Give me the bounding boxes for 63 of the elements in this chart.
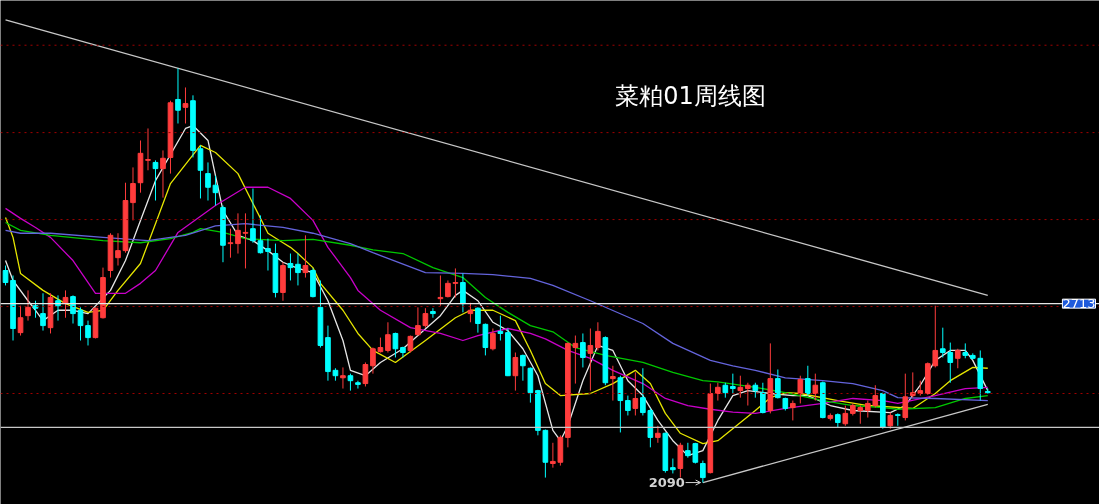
candlestick [295,253,301,286]
candlestick [40,292,46,332]
candlestick [520,354,526,382]
candlestick [160,149,166,199]
candlestick [700,460,706,484]
annotation: 2090 [648,475,685,491]
candlestick [677,442,684,479]
candlestick [460,272,466,313]
candlestick [302,234,309,279]
candlestick [797,375,804,404]
candlestick [655,425,661,444]
candlestick [392,332,399,358]
candlestick [362,361,369,387]
candlestick [55,294,61,322]
candlestick [775,368,781,399]
candlestick [617,375,624,433]
candlestick [385,321,391,354]
candlestick [805,365,811,397]
candlestick [182,86,189,124]
candlestick [437,274,444,307]
candlestick [497,315,504,341]
candlestick [355,380,361,390]
candlestick [452,267,459,298]
candlestick [790,400,796,421]
candlestick [85,320,91,346]
candlestick [760,382,766,414]
text: 菜粕01周线图 [615,81,766,110]
candlestick [17,305,24,337]
candlestick [2,265,9,286]
candlestick [490,327,496,351]
candlestick [175,67,181,124]
candlestick [625,395,631,416]
candlestick [595,321,601,351]
candlestick [287,253,294,281]
candlestick [842,405,849,427]
candlestick [812,373,819,402]
candlestick [227,228,234,259]
candlestick [467,302,474,323]
candlestick [265,238,271,272]
candlestick [632,371,639,416]
candlestick [610,365,616,402]
candlestick [257,214,264,255]
candlestick [512,352,519,392]
candlestick [482,323,489,356]
annotation: 2713 [1062,296,1096,312]
candlestick [250,188,256,244]
candlestick [954,348,961,369]
candlestick [25,289,31,322]
candlestick [145,127,151,171]
candlestick [894,412,901,427]
candlestick [580,332,586,368]
candlestick [130,166,136,221]
candlestick [197,144,204,199]
candlestick [670,458,676,474]
candlestick [902,373,909,421]
candlestick [340,366,346,390]
candlestick [730,373,736,395]
candlestick [115,232,121,267]
candlestick [737,375,744,399]
candlestick [745,382,751,407]
candlestick [475,306,481,334]
candlestick [587,327,594,392]
candlestick [430,307,436,319]
